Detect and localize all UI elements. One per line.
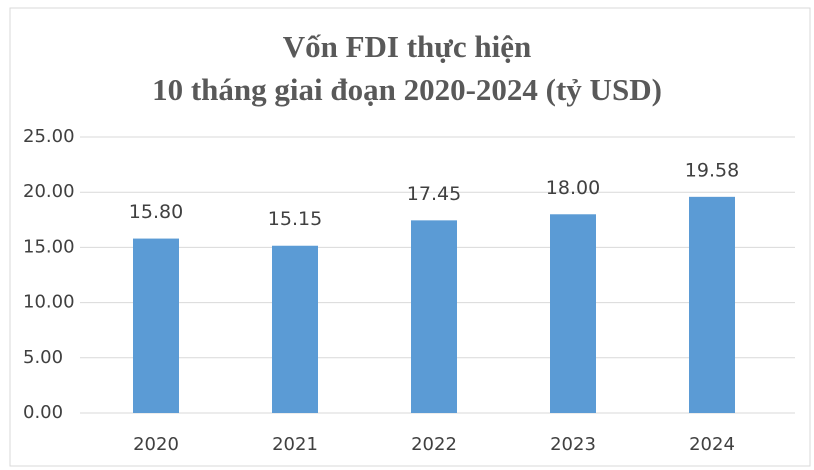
- chart-title: Vốn FDI thực hiện: [283, 29, 532, 64]
- x-tick-label: 2020: [133, 434, 179, 455]
- x-tick-label: 2021: [272, 434, 318, 455]
- data-label: 15.80: [129, 201, 183, 223]
- y-tick-label: 0.00: [23, 402, 63, 423]
- x-tick-label: 2023: [550, 434, 596, 455]
- data-label: 19.58: [685, 159, 739, 181]
- y-tick-label: 10.00: [23, 292, 75, 313]
- x-tick-label: 2022: [411, 434, 457, 455]
- y-tick-label: 25.00: [23, 126, 75, 147]
- bar: [411, 220, 457, 413]
- chart-title: 10 tháng giai đoạn 2020-2024 (tỷ USD): [152, 72, 662, 107]
- bar: [550, 214, 596, 413]
- bar: [689, 196, 735, 413]
- bar: [272, 245, 318, 413]
- data-label: 18.00: [546, 177, 600, 199]
- data-label: 17.45: [407, 183, 461, 205]
- x-tick-label: 2024: [689, 434, 735, 455]
- y-tick-label: 20.00: [23, 181, 75, 202]
- bar: [133, 238, 179, 413]
- data-label: 15.15: [268, 208, 322, 230]
- y-tick-label: 15.00: [23, 236, 75, 257]
- y-tick-label: 5.00: [23, 347, 63, 368]
